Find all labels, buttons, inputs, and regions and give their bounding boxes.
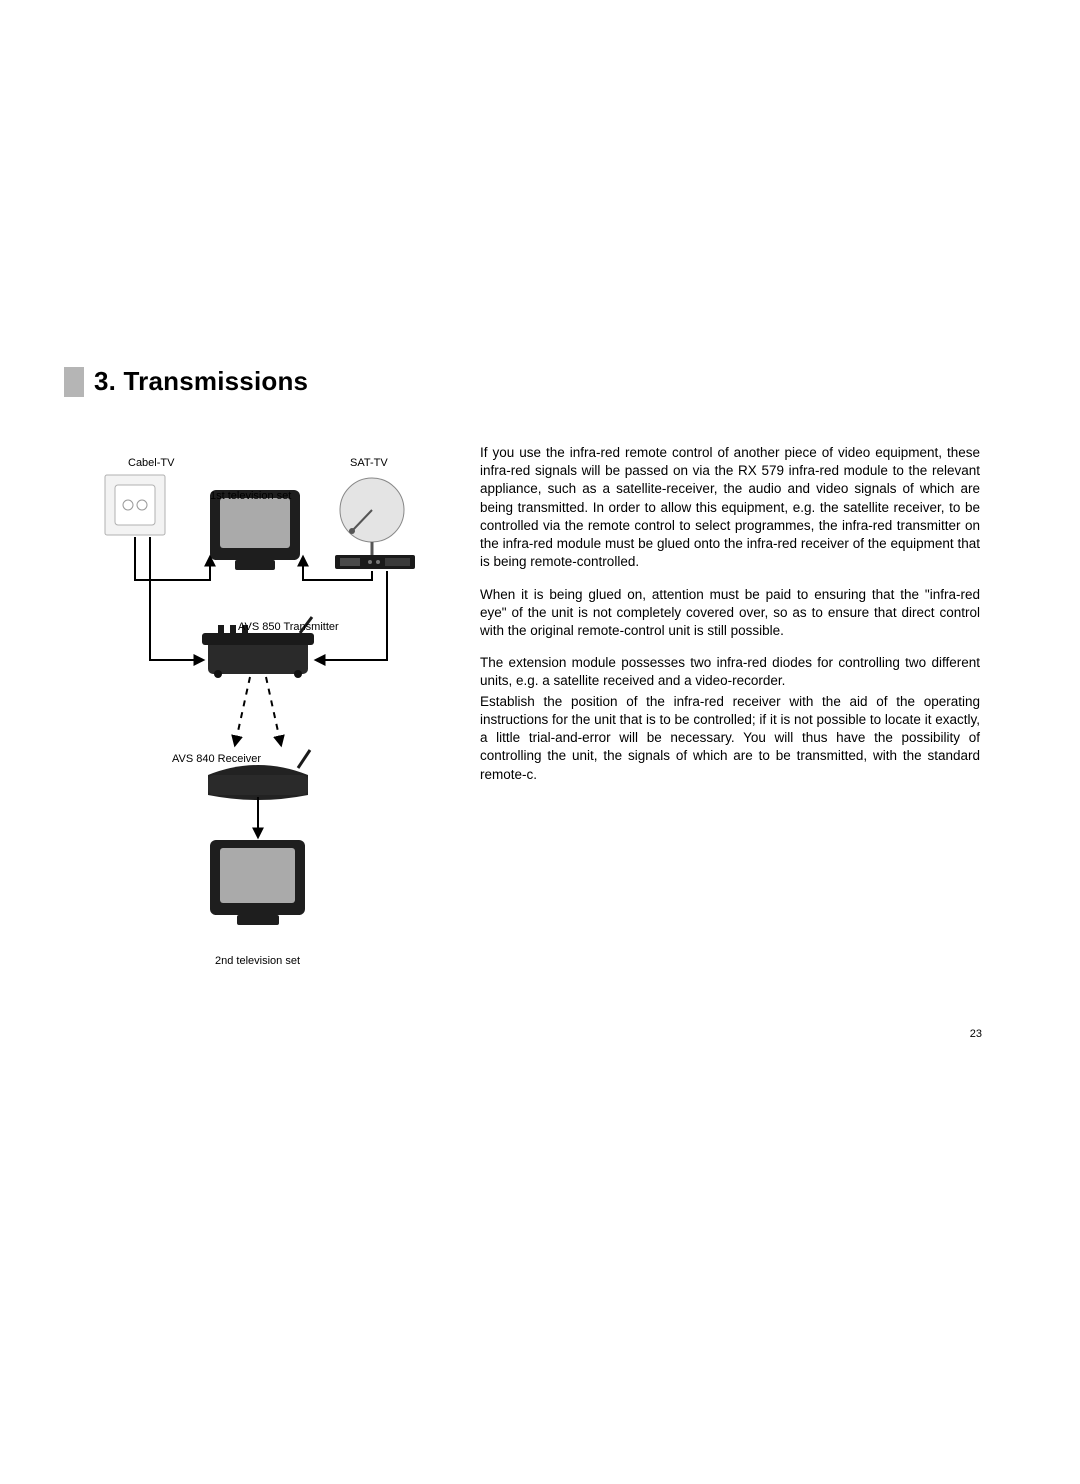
paragraph-4: Establish the position of the infra-red … [480,693,980,784]
label-transmitter: AVS 850 Transmitter [238,621,339,633]
sat-dish-icon [340,478,404,555]
heading-number: 3. [94,366,116,396]
paragraph-1: If you use the infra-red remote control … [480,444,980,572]
wall-socket-icon [105,475,165,535]
section-heading: 3. Transmissions [64,366,308,397]
heading-accent-block [64,367,84,397]
label-tv2: 2nd television set [215,955,300,967]
body-text-column: If you use the infra-red remote control … [480,444,980,798]
tv1-icon [210,490,300,570]
sat-receiver-icon [335,555,415,569]
label-cable-tv: Cabel-TV [128,457,174,469]
heading-text: 3. Transmissions [94,366,308,397]
paragraph-2: When it is being glued on, attention mus… [480,586,980,641]
label-receiver: AVS 840 Receiver [172,753,261,765]
diagram-svg [100,445,430,1010]
transmission-diagram: Cabel-TV SAT-TV 1st television set AVS 8… [100,445,430,1010]
paragraph-3: The extension module possesses two infra… [480,654,980,690]
heading-title: Transmissions [124,366,309,396]
label-sat-tv: SAT-TV [350,457,388,469]
label-tv1: 1st television set [210,490,291,502]
page-number: 23 [970,1028,982,1040]
tv2-icon [210,840,305,925]
